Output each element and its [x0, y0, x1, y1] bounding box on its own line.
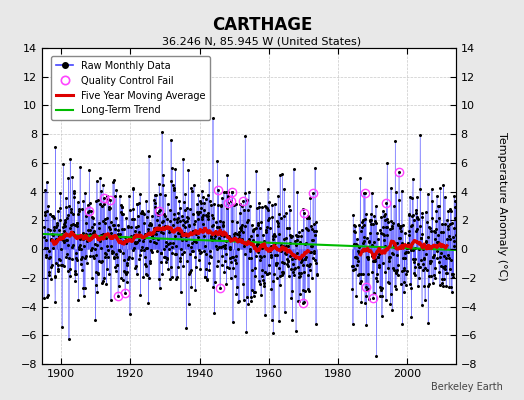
Text: Berkeley Earth: Berkeley Earth	[431, 382, 503, 392]
Y-axis label: Temperature Anomaly (°C): Temperature Anomaly (°C)	[497, 132, 507, 280]
Legend: Raw Monthly Data, Quality Control Fail, Five Year Moving Average, Long-Term Tren: Raw Monthly Data, Quality Control Fail, …	[51, 56, 211, 120]
Text: 36.246 N, 85.945 W (United States): 36.246 N, 85.945 W (United States)	[162, 36, 362, 46]
Text: CARTHAGE: CARTHAGE	[212, 16, 312, 34]
